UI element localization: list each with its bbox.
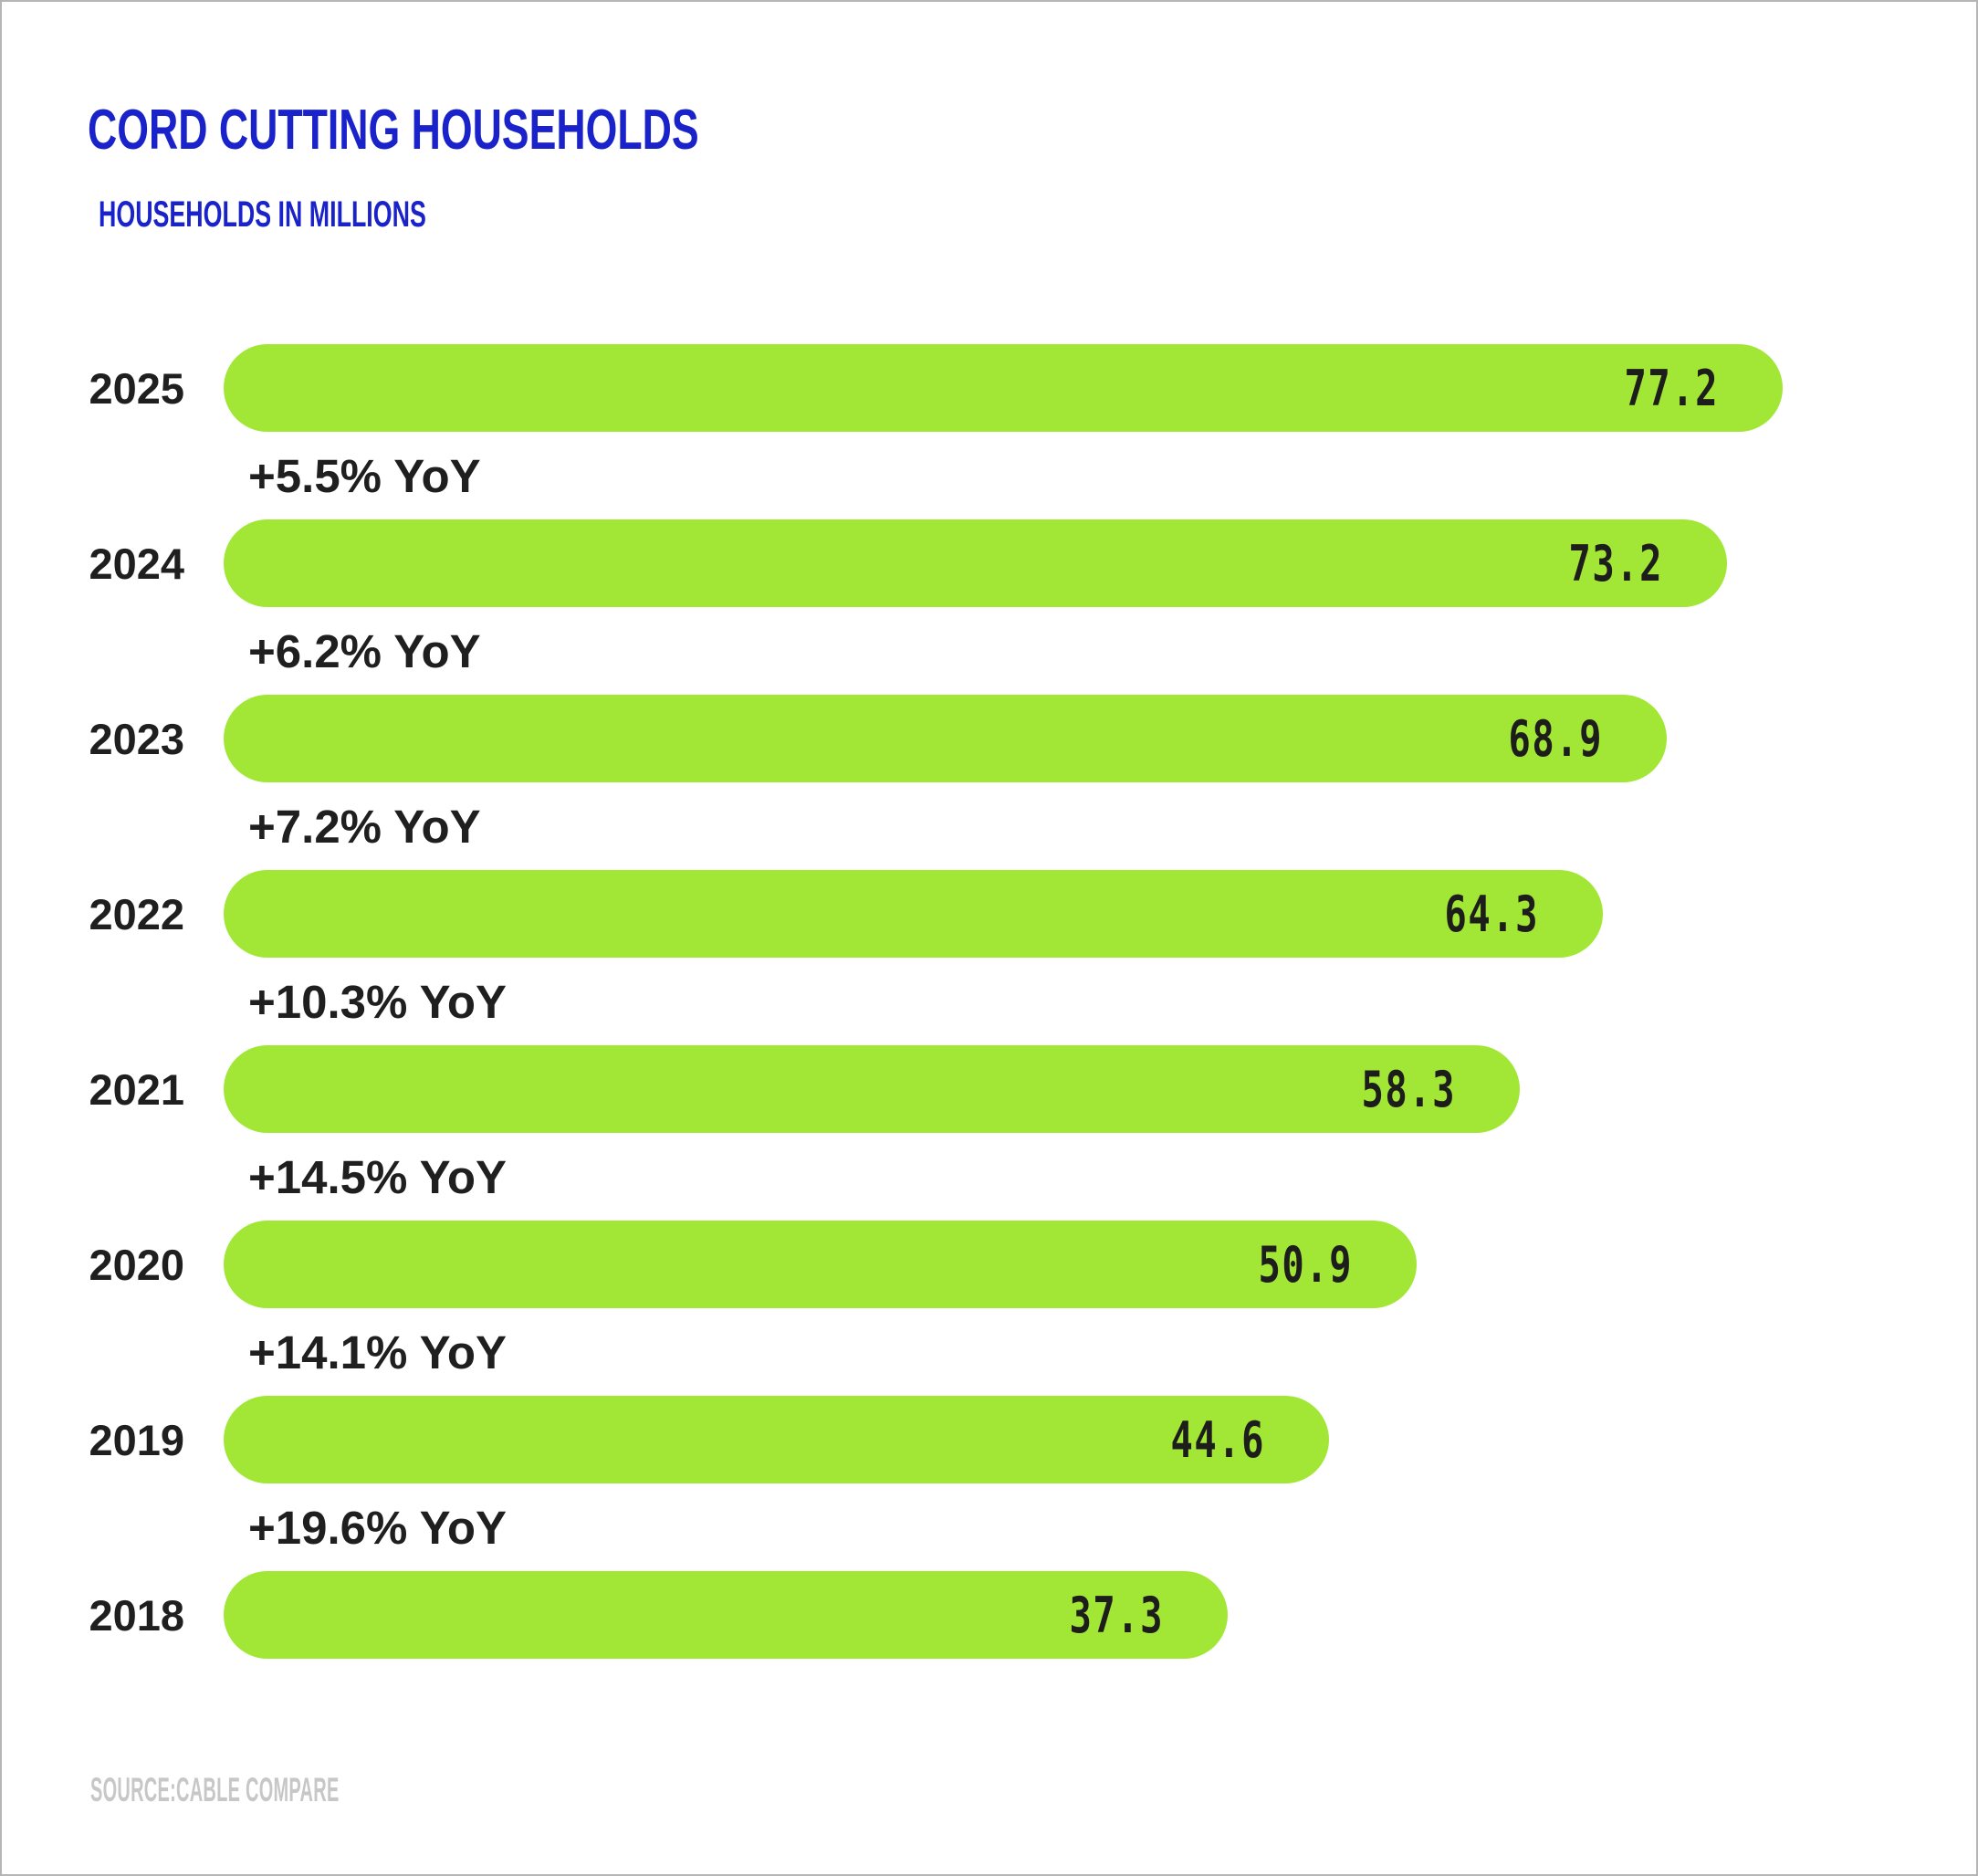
- page-title: CORD CUTTING HOUSEHOLDS: [88, 99, 699, 162]
- bar-row: 2019 44.6: [2, 1396, 1976, 1483]
- year-label: 2018: [89, 1590, 184, 1640]
- chart-subtitle: HOUSEHOLDS IN MILLIONS: [99, 194, 426, 235]
- bar: 77.2: [224, 344, 1783, 432]
- yoy-row: +7.2% YoY: [2, 782, 1976, 870]
- yoy-row: +10.3% YoY: [2, 958, 1976, 1045]
- yoy-row: +14.5% YoY: [2, 1133, 1976, 1221]
- bar: 64.3: [224, 870, 1604, 958]
- bar-value-label: 37.3: [1069, 1586, 1164, 1644]
- year-label: 2025: [89, 363, 184, 413]
- bar-value-label: 73.2: [1568, 534, 1663, 592]
- bar: 44.6: [224, 1396, 1330, 1483]
- yoy-change-label: +6.2% YoY: [248, 624, 481, 677]
- source-note: SOURCE:CABLE COMPARE: [90, 1771, 340, 1808]
- yoy-row: +19.6% YoY: [2, 1483, 1976, 1571]
- bar-value-label: 50.9: [1258, 1235, 1354, 1294]
- year-label: 2021: [89, 1064, 184, 1114]
- yoy-row: +14.1% YoY: [2, 1308, 1976, 1396]
- bar-row: 2025 77.2: [2, 344, 1976, 432]
- bar-track: 44.6: [224, 1396, 1880, 1483]
- year-label: 2023: [89, 714, 184, 763]
- bar-row: 2022 64.3: [2, 870, 1976, 958]
- yoy-change-label: +7.2% YoY: [248, 800, 481, 853]
- yoy-row: +5.5% YoY: [2, 432, 1976, 519]
- year-label: 2020: [89, 1240, 184, 1289]
- bar: 58.3: [224, 1045, 1520, 1133]
- bar-track: 37.3: [224, 1571, 1880, 1659]
- bar-row: 2018 37.3: [2, 1571, 1976, 1659]
- yoy-change-label: +5.5% YoY: [248, 449, 481, 502]
- yoy-change-label: +19.6% YoY: [248, 1501, 508, 1554]
- bar: 37.3: [224, 1571, 1228, 1659]
- bar-track: 50.9: [224, 1221, 1880, 1308]
- bar-chart: 2025 77.2 +5.5% YoY 2024 73.2 +6.2% YoY …: [2, 344, 1976, 1659]
- bar-value-label: 58.3: [1361, 1060, 1456, 1118]
- bar-row: 2023 68.9: [2, 695, 1976, 782]
- bar-row: 2024 73.2: [2, 519, 1976, 607]
- bar-track: 68.9: [224, 695, 1880, 782]
- bar-row: 2021 58.3: [2, 1045, 1976, 1133]
- bar-value-label: 44.6: [1170, 1410, 1266, 1469]
- bar-track: 77.2: [224, 344, 1880, 432]
- bar-value-label: 64.3: [1444, 885, 1540, 943]
- bar-value-label: 68.9: [1508, 709, 1604, 768]
- yoy-row: +6.2% YoY: [2, 607, 1976, 695]
- bar-track: 73.2: [224, 519, 1880, 607]
- bar: 50.9: [224, 1221, 1418, 1308]
- yoy-change-label: +14.1% YoY: [248, 1326, 508, 1378]
- yoy-change-label: +10.3% YoY: [248, 975, 508, 1028]
- bar: 73.2: [224, 519, 1727, 607]
- year-label: 2024: [89, 539, 184, 588]
- bar-track: 64.3: [224, 870, 1880, 958]
- bar-row: 2020 50.9: [2, 1221, 1976, 1308]
- bar: 68.9: [224, 695, 1668, 782]
- bar-track: 58.3: [224, 1045, 1880, 1133]
- year-label: 2022: [89, 889, 184, 938]
- bar-value-label: 77.2: [1624, 359, 1719, 417]
- year-label: 2019: [89, 1415, 184, 1464]
- yoy-change-label: +14.5% YoY: [248, 1150, 508, 1203]
